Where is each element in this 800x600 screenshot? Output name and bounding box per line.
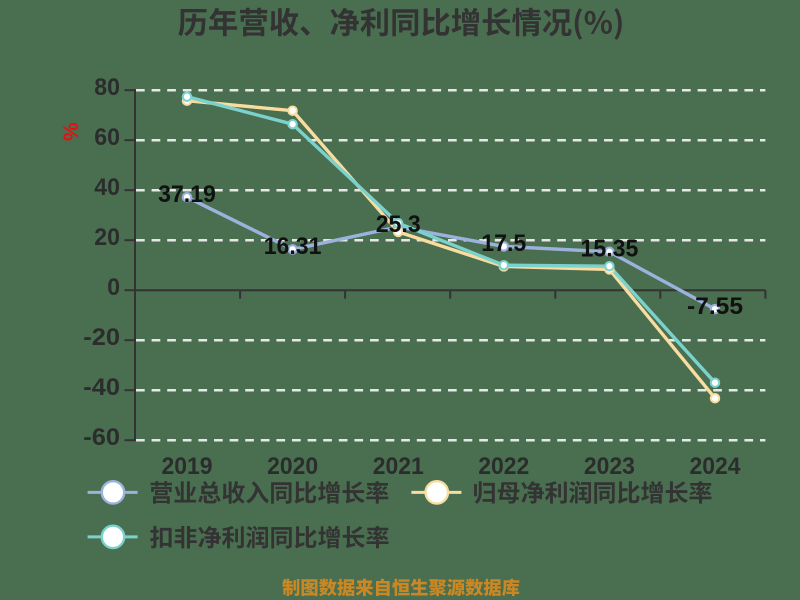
svg-text:40: 40 bbox=[94, 174, 120, 201]
svg-text:2024: 2024 bbox=[690, 453, 742, 480]
svg-text:2023: 2023 bbox=[584, 453, 635, 480]
svg-text:-60: -60 bbox=[83, 424, 120, 451]
svg-text:2019: 2019 bbox=[162, 453, 213, 480]
svg-text:-40: -40 bbox=[83, 374, 120, 401]
svg-text:0: 0 bbox=[107, 274, 120, 301]
svg-text:80: 80 bbox=[94, 74, 120, 101]
svg-text:16.31: 16.31 bbox=[264, 233, 322, 260]
svg-text:20: 20 bbox=[94, 224, 120, 251]
svg-text:-7.55: -7.55 bbox=[687, 293, 743, 320]
svg-text:17.5: 17.5 bbox=[481, 230, 526, 257]
svg-text:25.3: 25.3 bbox=[376, 211, 421, 238]
svg-text:-20: -20 bbox=[83, 324, 120, 351]
svg-text:%: % bbox=[60, 122, 83, 141]
svg-text:15.35: 15.35 bbox=[581, 236, 639, 263]
svg-text:60: 60 bbox=[94, 124, 120, 151]
svg-text:2022: 2022 bbox=[478, 453, 529, 480]
svg-text:37.19: 37.19 bbox=[158, 181, 216, 208]
svg-text:2020: 2020 bbox=[267, 453, 318, 480]
svg-text:2021: 2021 bbox=[373, 453, 424, 480]
